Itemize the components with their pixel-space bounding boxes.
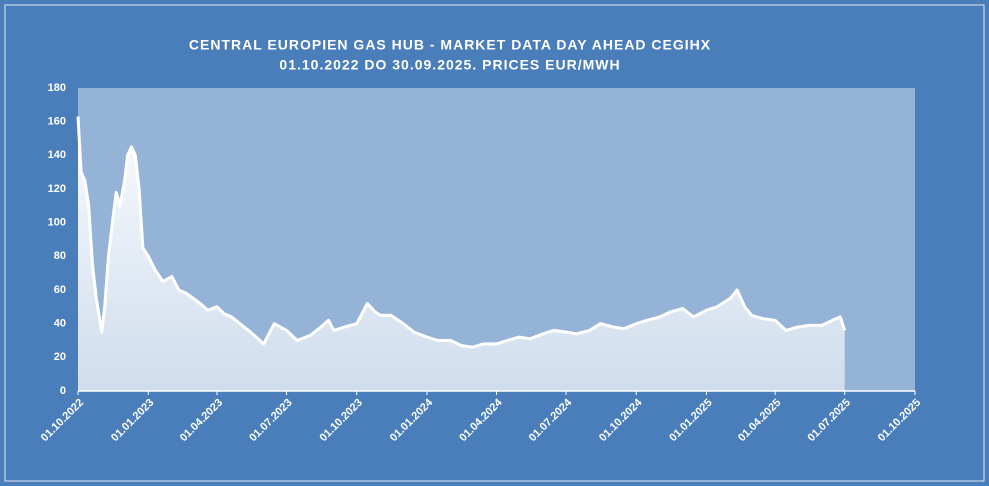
y-tick-label: 20: [54, 351, 66, 363]
y-tick-label: 100: [48, 217, 66, 229]
y-tick-label: 40: [54, 318, 66, 330]
y-tick-label: 0: [60, 385, 66, 397]
line: [76, 116, 847, 349]
y-tick-label: 80: [54, 250, 66, 262]
y-tick-label: 160: [48, 116, 66, 128]
y-tick-label: 140: [48, 149, 66, 161]
frame: [4, 4, 985, 482]
y-tick-label: 120: [48, 183, 66, 195]
y-tick-label: 180: [48, 82, 66, 94]
chart-title: CENTRAL EUROPIEN GAS HUB - MARKET DATA D…: [189, 37, 711, 53]
y-tick-label: 60: [54, 284, 66, 296]
area: [78, 116, 845, 391]
chart-subtitle: 01.10.2022 DO 30.09.2025. PRICES EUR/MWH: [279, 57, 620, 73]
